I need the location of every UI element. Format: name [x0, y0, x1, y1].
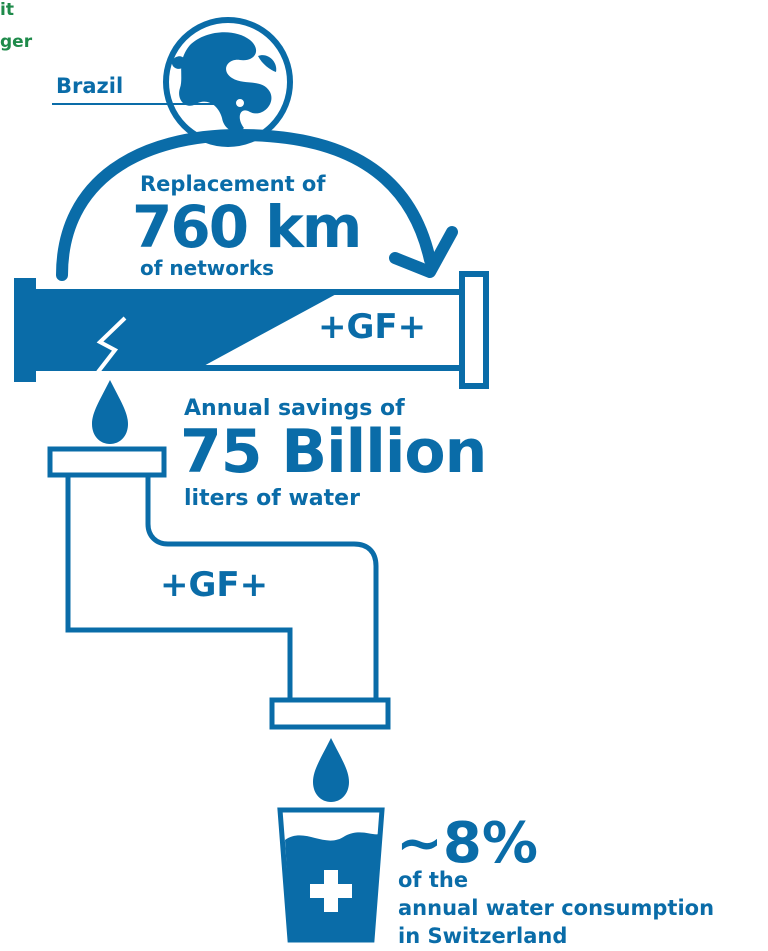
- water-drop-icon: [92, 380, 128, 444]
- brazil-label: Brazil: [56, 74, 124, 98]
- arrow-icon: [56, 128, 458, 281]
- replacement-value: 760 km: [132, 193, 362, 261]
- consumption-line3: in Switzerland: [398, 924, 568, 948]
- replacement-outro: of networks: [140, 256, 275, 280]
- globe-icon: [163, 17, 293, 147]
- pipe-icon: [14, 271, 489, 389]
- faucet-icon: [47, 446, 391, 730]
- savings-intro: Annual savings of: [184, 396, 405, 421]
- corner-text-line2: ger: [0, 32, 33, 52]
- consumption-value: ~8%: [396, 811, 538, 876]
- savings-outro: liters of water: [184, 486, 360, 511]
- consumption-line1: of the: [398, 868, 469, 892]
- replacement-intro: Replacement of: [140, 172, 326, 196]
- water-drop-icon: [313, 738, 349, 802]
- water-glass-icon: [277, 807, 385, 943]
- savings-value: 75 Billion: [180, 417, 487, 487]
- pipe-logo: +GF+: [318, 307, 427, 347]
- corner-text-line1: it: [0, 0, 14, 20]
- consumption-line2: annual water consumption: [398, 896, 715, 920]
- plus-icon: [310, 870, 352, 912]
- faucet-logo: +GF+: [160, 565, 269, 605]
